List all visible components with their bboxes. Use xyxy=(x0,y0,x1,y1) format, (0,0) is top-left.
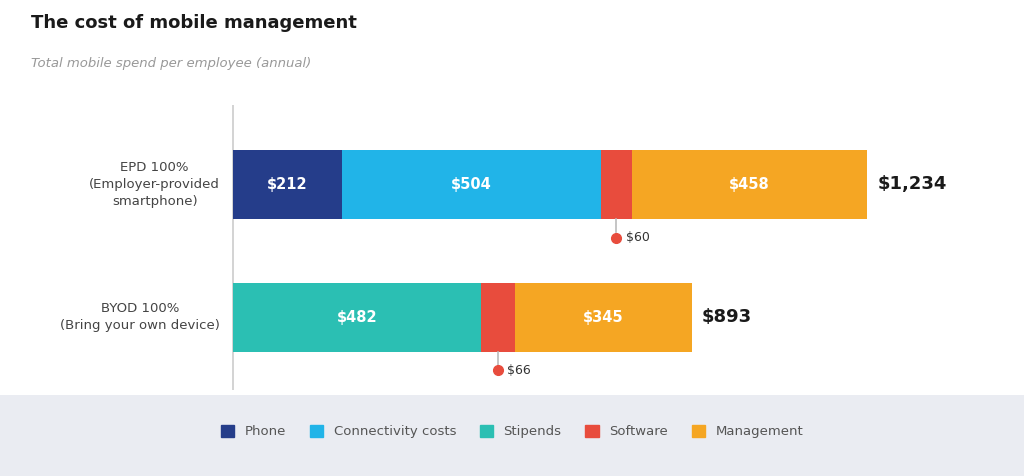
Text: $504: $504 xyxy=(451,177,492,192)
Text: EPD 100%
(Employer-provided
smartphone): EPD 100% (Employer-provided smartphone) xyxy=(89,161,220,208)
Text: $482: $482 xyxy=(337,310,377,325)
Bar xyxy=(601,150,632,219)
Bar xyxy=(233,283,480,352)
Text: Total mobile spend per employee (annual): Total mobile spend per employee (annual) xyxy=(31,57,311,70)
Text: $60: $60 xyxy=(626,231,649,244)
Text: The cost of mobile management: The cost of mobile management xyxy=(31,14,356,32)
Text: BYOD 100%
(Bring your own device): BYOD 100% (Bring your own device) xyxy=(60,302,220,332)
Text: $345: $345 xyxy=(583,310,624,325)
Bar xyxy=(480,283,515,352)
Legend: Phone, Connectivity costs, Stipends, Software, Management: Phone, Connectivity costs, Stipends, Sof… xyxy=(214,418,810,445)
Text: $458: $458 xyxy=(729,177,770,192)
Text: $212: $212 xyxy=(267,177,308,192)
Text: $66: $66 xyxy=(507,364,530,377)
Text: $893: $893 xyxy=(702,308,753,326)
Bar xyxy=(632,150,867,219)
Text: $1,234: $1,234 xyxy=(878,176,947,193)
Bar xyxy=(515,283,692,352)
Bar xyxy=(342,150,601,219)
Bar xyxy=(233,150,342,219)
